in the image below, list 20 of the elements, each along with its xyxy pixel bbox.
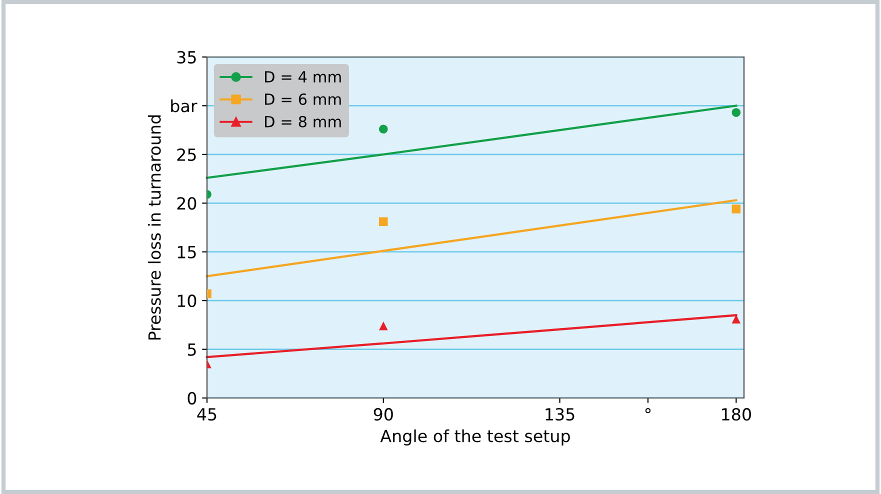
y-tick-label: 5 — [188, 343, 196, 356]
y-tick-label: 0 — [188, 392, 196, 405]
legend-label: D = 8 mm — [265, 116, 341, 128]
y-tick-label: 10 — [178, 294, 196, 308]
y-tick-label: 25 — [177, 148, 196, 161]
point — [732, 204, 741, 214]
x-tick-label: 180 — [722, 408, 751, 421]
y-axis-title: Pressure loss in turnaround — [148, 115, 161, 340]
x-tick-label: 135 — [546, 408, 574, 421]
y-tick-label: 35 — [177, 50, 196, 64]
y-tick-label: 20 — [177, 197, 196, 210]
legend-label: D = 6 mm — [265, 93, 341, 105]
legend-label: D = 4 mm — [265, 71, 341, 82]
x-tick-label: 45 — [197, 408, 216, 421]
y-tick-label: bar — [171, 99, 198, 112]
point — [732, 108, 741, 117]
x-tick-label: ° — [645, 408, 651, 414]
x-axis-title: Angle of the test setup — [380, 429, 570, 446]
x-tick-label: 90 — [374, 408, 393, 421]
y-tick-label: 15 — [178, 246, 196, 258]
